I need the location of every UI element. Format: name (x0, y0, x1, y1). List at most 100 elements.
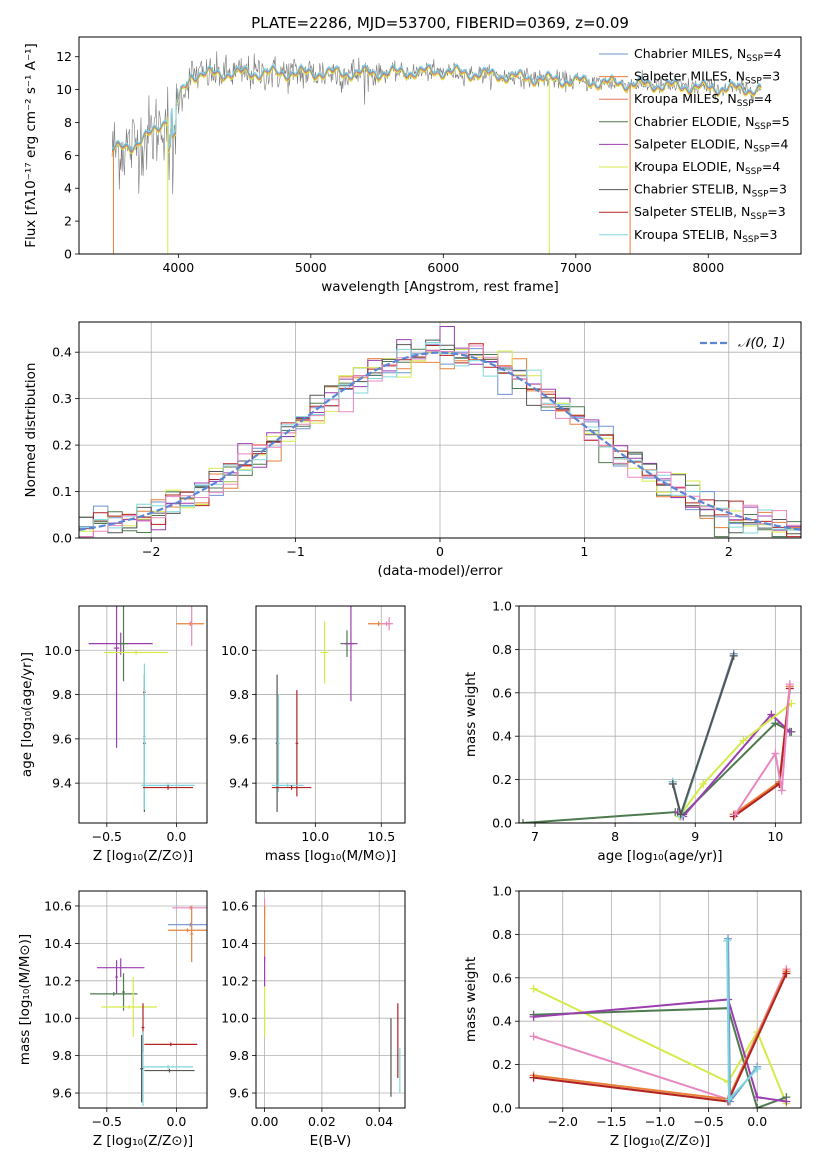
EBV-mass-ytick-label: 9.6 (229, 1086, 249, 1101)
EBV-mass-axes: 0.00 0.02 0.04 9.6 9.8 10.0 10.2 10.4 10.6 E(B-V) (221, 890, 406, 1149)
Z-mass-xlabel: Z [log₁₀(Z/Z⊙)] (93, 1133, 193, 1149)
weight-marker (529, 1073, 538, 1082)
legend-label-suffix: =3 (759, 227, 777, 242)
legend-label-main: Chabrier STELIB, N (634, 182, 752, 197)
residual-histogram-ytick-label: 0.2 (52, 438, 72, 453)
EBV-mass-xtick-label: 0.02 (308, 1114, 336, 1129)
legend-label-sub: SSP (750, 212, 767, 222)
weight-marker (771, 719, 780, 728)
Z-age-ylabel: age [log₁₀(age/yr)] (19, 652, 35, 777)
EBV-mass-ytick-label: 10.6 (221, 898, 249, 913)
Z-weight-plot (519, 891, 801, 1108)
legend-label-suffix: =4 (770, 136, 788, 151)
legend-label: 𝒩(0, 1) (738, 336, 785, 351)
residual-histogram-xlabel: (data-model)/error (377, 563, 503, 579)
age-weight-ytick-label: 0.0 (492, 816, 512, 831)
legend-label-main: Kroupa ELODIE, N (634, 159, 745, 174)
legend-label-sub: SSP (754, 122, 771, 132)
weight-marker (725, 1095, 734, 1104)
weight-marker (767, 710, 776, 719)
legend-label-suffix: =5 (771, 114, 789, 129)
weight-marker (771, 749, 780, 758)
Z-weight-ytick-label: 0.2 (492, 1057, 512, 1072)
residual-histogram-xtick-label: −1 (286, 544, 304, 559)
age-weight-ytick-label: 0.4 (492, 729, 512, 744)
weight-marker (676, 810, 685, 819)
age-weight-xtick-label: 8 (611, 829, 619, 844)
mass-age-axes: 10.0 10.5 9.4 9.6 9.8 10.0 mass [log₁₀(M/M⊙)] (221, 605, 406, 864)
mass-age-ytick-label: 10.0 (221, 643, 249, 658)
spectrum-xtick-label: 4000 (162, 260, 194, 275)
weight-marker (739, 736, 748, 745)
spectrum-ytick-label: 10 (56, 82, 72, 97)
legend-label: Salpeter STELIB, NSSP=3 (634, 204, 786, 222)
weight-line (733, 688, 791, 818)
legend-label-main: Kroupa MILES, N (634, 91, 737, 106)
spectrum-xtick-label: 5000 (295, 260, 327, 275)
legend-label-sub: SSP (752, 190, 769, 200)
weight-marker (668, 779, 677, 788)
weight-marker (731, 810, 740, 819)
Z-age-plot (79, 606, 207, 823)
Z-age-ytick-label: 10.0 (44, 643, 72, 658)
Z-mass-ytick-label: 10.2 (44, 973, 72, 988)
Z-weight-xtick-label: −1.0 (645, 1114, 675, 1129)
weight-marker (529, 1032, 538, 1041)
Z-weight-xtick-label: −1.5 (596, 1114, 626, 1129)
legend-label-suffix: =4 (763, 46, 781, 61)
residual-histogram-xtick-label: −2 (142, 544, 160, 559)
spectrum-xtick-label: 7000 (560, 260, 592, 275)
residual-histogram-ytick-label: 0.0 (52, 531, 72, 546)
Z-weight-ytick-label: 0.8 (492, 927, 512, 942)
Z-mass-xtick-label: 0.0 (166, 1114, 186, 1129)
legend-label-suffix: =3 (769, 182, 787, 197)
histogram-step-line (79, 358, 801, 538)
residual-histogram-xtick-label: 1 (580, 544, 588, 559)
legend-label: Chabrier ELODIE, NSSP=5 (634, 114, 790, 132)
Z-weight-xtick-label: −0.5 (693, 1114, 723, 1129)
weight-marker (723, 936, 732, 945)
histogram-step-line (79, 345, 801, 538)
legend-label-suffix: =3 (762, 69, 780, 84)
legend-label-sub: SSP (737, 99, 754, 109)
Z-weight-ytick-label: 0.6 (492, 970, 512, 985)
residual-histogram-xtick-label: 0 (436, 544, 444, 559)
weight-line (678, 702, 793, 818)
mass-age-ytick-label: 9.8 (229, 687, 249, 702)
legend-label: Kroupa STELIB, NSSP=3 (634, 227, 778, 245)
spectrum-xtick-label: 8000 (692, 260, 724, 275)
Z-mass-ytick-label: 9.6 (52, 1086, 72, 1101)
legend-label-main: Salpeter ELODIE, N (634, 136, 753, 151)
spectrum-ytick-label: 6 (64, 148, 72, 163)
age-weight-ytick-label: 0.6 (492, 685, 512, 700)
Z-weight-xtick-label: −2.0 (548, 1114, 578, 1129)
Z-mass-ytick-label: 10.0 (44, 1011, 72, 1026)
Z-weight-ytick-label: 0.0 (492, 1101, 512, 1116)
age-weight-ytick-label: 0.8 (492, 642, 512, 657)
legend-label-suffix: =4 (754, 91, 772, 106)
residual-histogram-ytick-label: 0.3 (52, 391, 72, 406)
mass-age-frame (255, 605, 406, 824)
EBV-mass-ytick-label: 10.0 (221, 1011, 249, 1026)
legend-label: Salpeter ELODIE, NSSP=4 (634, 136, 789, 154)
spectrum-model-line (111, 64, 762, 152)
spectrum-model-line (111, 63, 762, 151)
EBV-mass-frame (255, 890, 406, 1109)
legend-label: Kroupa MILES, NSSP=4 (634, 91, 772, 109)
weight-marker (529, 1012, 538, 1021)
legend-label-main: Kroupa STELIB, N (634, 227, 742, 242)
residual-histogram-axes: −2 −1 0 1 2 0.0 0.1 0.2 0.3 0.4 (data-model)/error… (23, 321, 802, 579)
Z-weight-xtick-label: 0.0 (747, 1114, 767, 1129)
spectrum-model-line (111, 66, 762, 154)
legend-label-sub: SSP (745, 77, 762, 87)
spectrum-ytick-label: 2 (64, 214, 72, 229)
age-weight-ylabel: mass weight (463, 672, 479, 757)
legend-label-sub: SSP (745, 167, 762, 177)
age-weight-xtick-label: 7 (531, 829, 539, 844)
Z-mass-ytick-label: 10.6 (44, 898, 72, 913)
weight-marker (753, 1093, 762, 1102)
legend-label-suffix: =4 (762, 159, 780, 174)
weight-marker (753, 1064, 762, 1073)
Z-weight-ytick-label: 0.4 (492, 1014, 512, 1029)
